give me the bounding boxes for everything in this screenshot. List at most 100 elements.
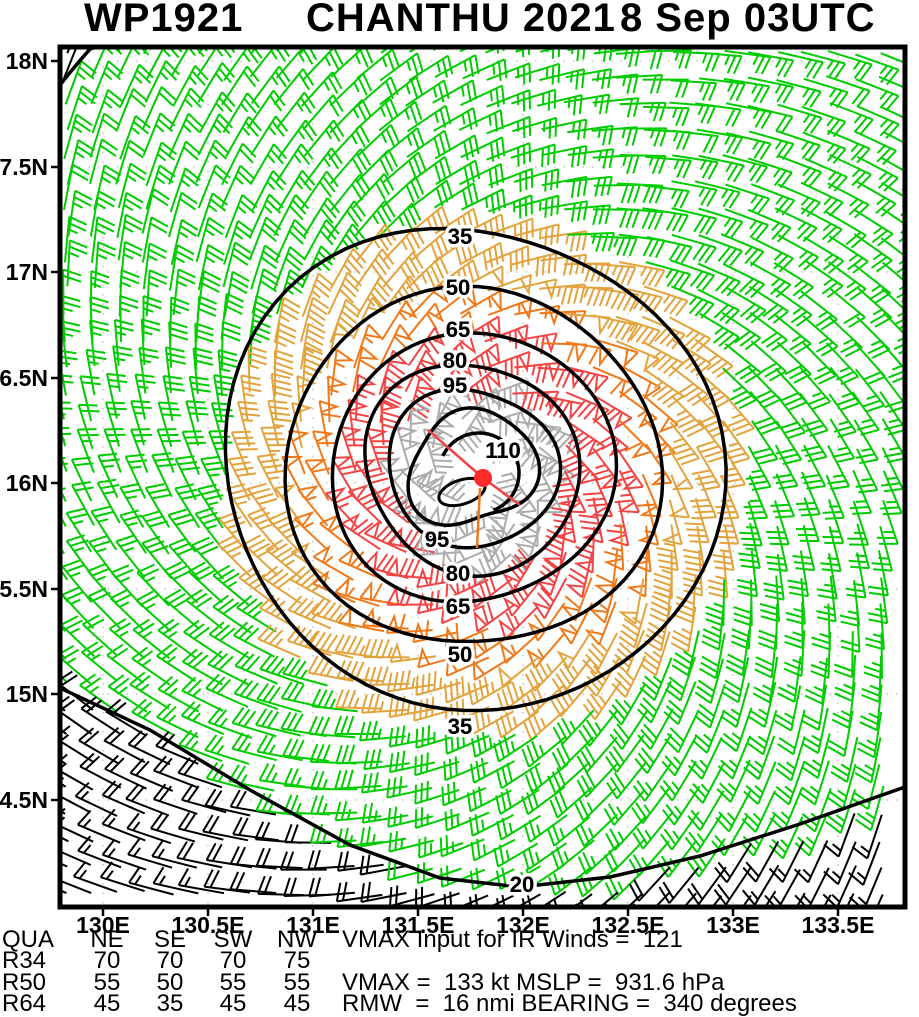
wind-barb <box>91 47 96 51</box>
wind-barb <box>611 655 647 698</box>
wind-barb <box>330 348 355 396</box>
wind-barb <box>794 812 829 857</box>
wind-barb <box>769 787 803 832</box>
wind-barb <box>591 126 639 147</box>
wind-barb <box>854 737 882 784</box>
wind-barb <box>118 269 140 317</box>
wind-barb <box>801 707 829 754</box>
wind-barb <box>854 130 897 166</box>
wind-barb <box>233 678 279 711</box>
wind-barb <box>695 51 743 75</box>
wind-barb <box>248 216 282 261</box>
wind-barb <box>486 89 531 112</box>
wind-barb <box>605 734 645 773</box>
wind-barb <box>87 587 122 630</box>
wind-barb <box>222 241 252 288</box>
wind-barb <box>488 167 534 193</box>
wind-barb <box>221 65 260 106</box>
wind-barb <box>303 147 343 186</box>
wind-barb <box>733 579 753 627</box>
quadrant-value: SE <box>153 926 186 953</box>
contour-lines <box>60 47 905 889</box>
wind-barb <box>172 268 197 316</box>
wind-barb <box>224 194 258 239</box>
wind-barb <box>196 270 222 317</box>
wind-barb <box>696 128 744 155</box>
wind-barb <box>230 430 258 476</box>
wind-barb <box>60 295 81 342</box>
wind-barb <box>795 497 820 543</box>
wind-barb <box>759 575 780 623</box>
wind-barb <box>671 285 715 319</box>
wind-barb <box>130 428 153 473</box>
wind-barb <box>231 707 277 738</box>
wind-barb <box>185 588 223 630</box>
quadrant-value: 70 <box>219 947 247 975</box>
wind-barb <box>541 175 588 199</box>
wind-barb <box>642 393 679 434</box>
wind-barb <box>849 867 883 907</box>
wind-barb <box>432 107 478 132</box>
wind-barb <box>220 292 245 340</box>
contour-corner-arc <box>60 47 94 87</box>
wind-barb <box>255 847 303 870</box>
wind-barb <box>116 191 144 238</box>
wind-barb <box>335 881 383 903</box>
quadrant-value: 55 <box>219 968 247 996</box>
wind-barb <box>795 892 806 907</box>
quadrant-value: 75 <box>283 947 311 975</box>
wind-barb <box>577 842 621 875</box>
wind-barb <box>167 508 197 553</box>
wind-barb <box>458 342 501 377</box>
wind-barb <box>231 732 278 762</box>
wind-barb <box>521 736 566 768</box>
wind-barb <box>104 401 127 447</box>
wind-barb <box>875 894 884 907</box>
wind-barb <box>365 427 395 473</box>
wind-barb <box>617 285 663 314</box>
wind-barb <box>146 47 183 79</box>
lat-tick-label: 18N <box>6 48 48 74</box>
wind-barb <box>720 707 753 753</box>
wind-barb <box>381 300 418 341</box>
wind-barb <box>644 128 692 151</box>
wind-barb <box>409 179 454 209</box>
wind-barb <box>768 840 805 883</box>
wind-barb <box>542 523 567 571</box>
wind-barb <box>197 113 234 156</box>
wind-barb <box>536 94 583 116</box>
wind-barb <box>103 428 126 473</box>
wind-barb <box>329 247 367 290</box>
wind-barb <box>711 894 723 907</box>
wind-barb <box>551 736 595 771</box>
wind-barb <box>853 419 879 465</box>
wind-barb <box>90 505 118 551</box>
wind-barb <box>758 603 779 651</box>
wind-barb <box>514 62 561 85</box>
wind-barb <box>300 170 339 211</box>
wind-barb <box>793 840 829 884</box>
wind-barb <box>205 673 249 708</box>
wind-barb <box>532 577 568 620</box>
wind-barb <box>67 189 93 237</box>
wind-barb <box>539 283 586 305</box>
wind-barb <box>223 47 228 51</box>
wind-barb <box>691 446 721 492</box>
wind-barb <box>90 216 116 263</box>
plot-title: WP1921 CHANTHU 2021 8 Sep 03UTC <box>0 0 919 46</box>
wind-barb <box>64 60 97 105</box>
wind-barb <box>310 770 358 791</box>
wind-barb <box>672 129 719 154</box>
wind-barb <box>541 200 589 223</box>
wind-barb <box>644 369 684 409</box>
wind-barb <box>620 127 668 147</box>
wind-barb <box>606 500 630 547</box>
wind-barb <box>145 164 176 210</box>
wind-barb <box>724 343 762 384</box>
wind-barb <box>591 393 633 430</box>
wind-barb <box>117 213 144 261</box>
wind-barb <box>181 430 207 476</box>
wind-barb <box>720 444 746 489</box>
wind-barb <box>804 657 828 705</box>
wind-barb <box>225 115 262 158</box>
